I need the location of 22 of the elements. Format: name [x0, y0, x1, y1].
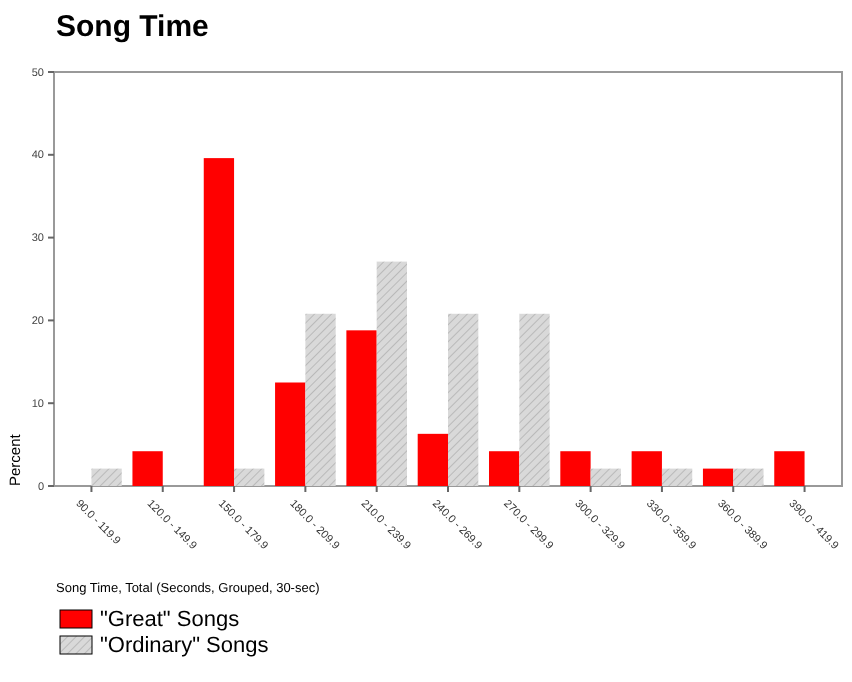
legend-label: "Ordinary" Songs: [100, 634, 270, 658]
bar: [590, 468, 621, 486]
bar: [234, 468, 265, 486]
bar: [560, 451, 591, 486]
bar: [132, 451, 163, 486]
bar: [91, 468, 122, 486]
bar: [305, 313, 336, 486]
bar: [346, 330, 377, 486]
bar: [489, 451, 520, 486]
bar: [417, 433, 448, 486]
chart-title: Song Time: [56, 10, 209, 44]
bar: [448, 313, 479, 486]
bar: [203, 158, 235, 486]
legend-label: "Great" Songs: [100, 608, 241, 632]
bar: [774, 451, 805, 486]
bar: [661, 468, 693, 486]
bar: [733, 468, 764, 486]
bar: [519, 313, 550, 486]
bar: [376, 261, 407, 486]
bar: [631, 451, 662, 486]
bar: [702, 468, 734, 486]
bar: [275, 382, 306, 486]
